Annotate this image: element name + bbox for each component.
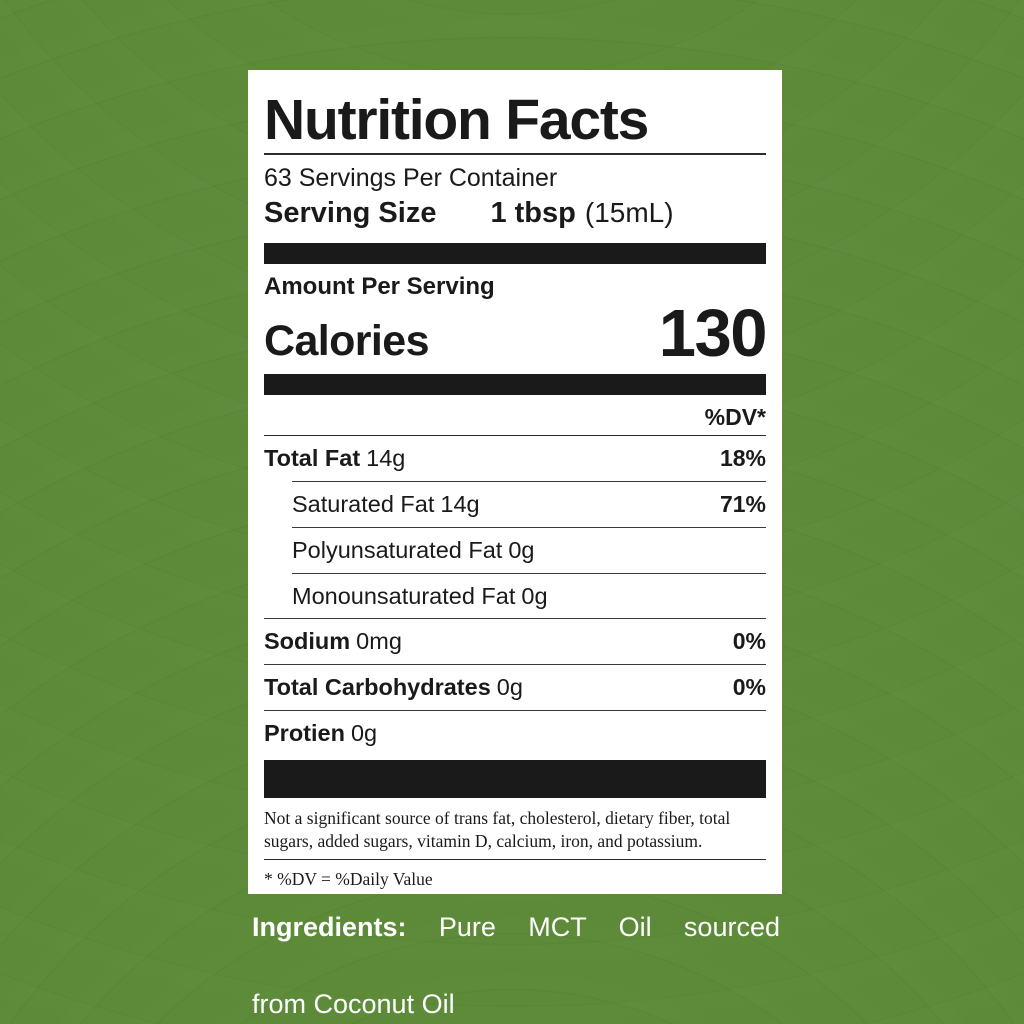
ingredients-block: Ingredients: Pure MCT Oil sourced from C… bbox=[252, 908, 780, 1023]
nutrient-label: Total Fat 14g bbox=[264, 445, 405, 473]
nutrient-amount: 14g bbox=[366, 445, 406, 472]
table-row: Total Carbohydrates 0g 0% bbox=[264, 665, 766, 710]
nutrient-name: Sodium bbox=[264, 628, 351, 655]
serving-size-amount: 1 tbsp bbox=[490, 197, 576, 229]
nutrient-name: Total Fat bbox=[264, 445, 361, 472]
nutrition-facts-panel: Nutrition Facts 63 Servings Per Containe… bbox=[248, 70, 782, 894]
nutrient-daily-value: 0% bbox=[732, 674, 766, 701]
nutrient-name: Saturated Fat bbox=[292, 491, 435, 518]
nutrient-name: Monounsaturated Fat bbox=[292, 582, 516, 609]
nutrient-label: Saturated Fat 14g bbox=[292, 491, 480, 519]
nutrient-name: Protien bbox=[264, 719, 345, 746]
serving-size-metric: (15mL) bbox=[584, 197, 674, 228]
calories-label: Calories bbox=[264, 317, 429, 366]
table-row: Total Fat 14g 18% bbox=[264, 436, 766, 481]
nutrient-amount: 14g bbox=[440, 491, 480, 518]
nutrient-amount: 0g bbox=[508, 536, 535, 563]
thick-divider-bar-bottom bbox=[264, 760, 766, 799]
table-row: Monounsaturated Fat 0g bbox=[292, 574, 766, 619]
amount-per-serving-label: Amount Per Serving bbox=[264, 273, 495, 301]
daily-value-note: * %DV = %Daily Value bbox=[264, 868, 433, 889]
row-divider bbox=[292, 572, 766, 574]
nutrient-amount: 0g bbox=[521, 582, 548, 609]
calories-row: Calories 130 bbox=[264, 296, 768, 372]
table-row: Sodium 0mg 0% bbox=[264, 619, 766, 664]
servings-per-container: 63 Servings Per Container bbox=[264, 164, 558, 192]
row-divider bbox=[264, 664, 766, 666]
nutrient-name: Polyunsaturated Fat bbox=[292, 536, 503, 563]
nutrient-label: Monounsaturated Fat 0g bbox=[292, 583, 548, 611]
table-row: Polyunsaturated Fat 0g bbox=[292, 528, 766, 573]
footnote-text: Not a significant source of trans fat, c… bbox=[264, 798, 766, 860]
row-divider bbox=[292, 481, 766, 483]
nutrient-daily-value: 0% bbox=[732, 628, 766, 655]
row-divider bbox=[264, 709, 766, 711]
nutrient-label: Protien 0g bbox=[264, 720, 377, 748]
thick-divider-bar-top bbox=[264, 243, 766, 265]
row-divider bbox=[292, 526, 766, 528]
nutrient-amount: 0g bbox=[350, 719, 378, 746]
nutrient-amount: 0mg bbox=[356, 628, 402, 655]
nutrient-label: Polyunsaturated Fat 0g bbox=[292, 537, 534, 565]
ingredients-text-line-1: Pure MCT Oil sourced bbox=[438, 912, 780, 942]
row-divider bbox=[264, 618, 766, 620]
ingredients-label: Ingredients: bbox=[252, 912, 407, 942]
ingredients-text-line-2: from Coconut Oil bbox=[252, 988, 455, 1019]
thick-divider-bar-middle bbox=[264, 374, 766, 396]
table-row: Protien 0g bbox=[264, 711, 766, 756]
serving-size-row: Serving Size 1 tbsp (15mL) bbox=[264, 195, 766, 235]
nutrient-amount: 0g bbox=[496, 674, 523, 701]
table-row: Saturated Fat 14g 71% bbox=[292, 482, 766, 527]
nutrient-daily-value: 71% bbox=[719, 491, 766, 518]
page-title: Nutrition Facts bbox=[264, 70, 766, 155]
nutrient-label: Sodium 0mg bbox=[264, 628, 402, 656]
nutrient-daily-value: 18% bbox=[719, 445, 766, 472]
calories-value: 130 bbox=[658, 296, 768, 372]
nutrient-label: Total Carbohydrates 0g bbox=[264, 674, 523, 702]
serving-size-label: Serving Size bbox=[264, 197, 437, 229]
nutrient-name: Total Carbohydrates bbox=[264, 674, 491, 701]
ingredients-line-1: Ingredients: Pure MCT Oil sourced bbox=[252, 908, 780, 985]
daily-value-header: %DV* bbox=[264, 395, 766, 437]
